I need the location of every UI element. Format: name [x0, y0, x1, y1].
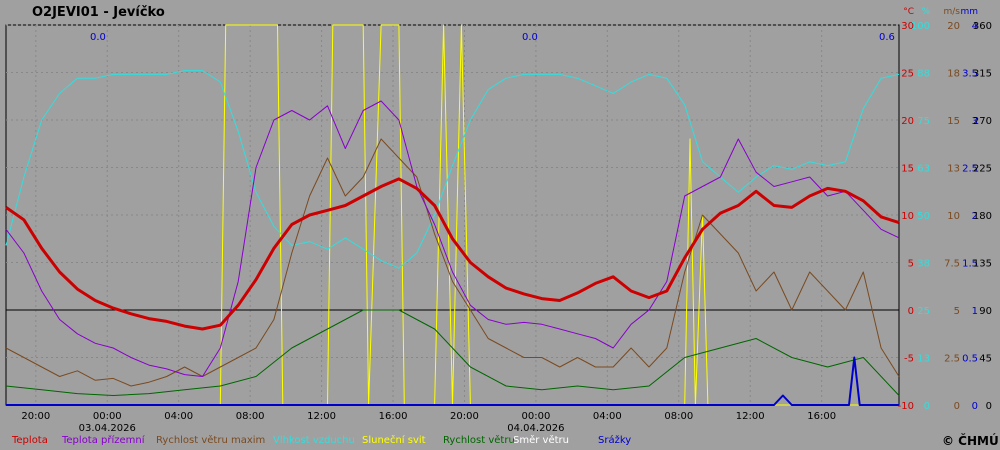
x-tick-label: 16:00 [807, 411, 836, 422]
axis-tick-label: 63 [917, 164, 930, 175]
axis-tick-label: 30 [901, 21, 914, 32]
x-tick-label: 08:00 [236, 411, 265, 422]
axis-tick-label: 225 [973, 164, 992, 175]
x-date-label: 04.04.2026 [507, 423, 564, 434]
series-line-rychlost-větru-maxim [5, 138, 900, 387]
axis-tick-label: 180 [973, 211, 992, 222]
axis-tick-label: 4 [972, 21, 978, 32]
axis-tick-label: 270 [973, 116, 992, 127]
axis-tick-label: 2.5 [944, 354, 960, 365]
precip-total-1: 0.0 [90, 32, 106, 43]
axis-tick-label: 0.5 [962, 354, 978, 365]
x-tick-label: 20:00 [450, 411, 479, 422]
axis-tick-label: 3 [972, 116, 978, 127]
x-tick-label: 12:00 [736, 411, 765, 422]
legend-entry: Teplota přízemní [61, 434, 146, 446]
legend-entry: Srážky [598, 434, 631, 446]
axis-tick-label: 50 [917, 211, 930, 222]
axis-tick-label: 15 [947, 116, 960, 127]
axis-tick-label: 75 [917, 116, 930, 127]
legend-entry: Teplota [11, 435, 48, 446]
axis-tick-label: 100 [911, 21, 930, 32]
series-line-vlhkost-vzduchu [5, 70, 900, 269]
axis-tick-label: 315 [973, 69, 992, 80]
series-line-rychlost-větru [5, 309, 900, 396]
legend-entry: Rychlost větru [443, 434, 515, 446]
axis-tick-label: 13 [947, 164, 960, 175]
x-tick-label: 12:00 [307, 411, 336, 422]
axis-unit: °C [903, 7, 914, 17]
chart-title: O2JEVI01 - Jevíčko [32, 5, 165, 20]
grid [6, 24, 899, 406]
axis-tick-label: 15 [901, 164, 914, 175]
axis-unit: % [921, 7, 930, 17]
axis-tick-label: 18 [947, 69, 960, 80]
x-axis: 20:00 00:00 04:00 08:00 12:00 16:00 20:00 00:00… [21, 411, 836, 434]
axis-tick-label: 10 [901, 211, 914, 222]
legend: Teplota Teplota přízemní Rychlost větru ma… [11, 434, 631, 446]
axis-tick-label: 90 [979, 306, 992, 317]
axis-tick-label: 10 [947, 211, 960, 222]
axis-tick-label: 45 [979, 354, 992, 365]
axis-tick-label: 88 [917, 69, 930, 80]
series-line-teplota [5, 177, 900, 331]
x-tick-label: 08:00 [664, 411, 693, 422]
axis-tick-label: 20 [901, 116, 914, 127]
axis-tick-label: 25 [917, 306, 930, 317]
x-tick-label: 20:00 [21, 411, 50, 422]
x-tick-label: 00:00 [93, 411, 122, 422]
x-date-label: 03.04.2026 [79, 423, 136, 434]
axis-tick-label: 0 [954, 401, 960, 412]
axis-tick-label: 20 [947, 21, 960, 32]
axis-unit: m/s [944, 7, 961, 17]
axis-tick-label: -10 [898, 401, 914, 412]
axis-tick-label: 38 [917, 259, 930, 270]
axis-unit: mm [960, 7, 978, 17]
legend-entry: Rychlost větru maxim [156, 434, 265, 446]
axis-tick-label: 1 [972, 306, 978, 317]
legend-entry: Směr větru [513, 434, 569, 446]
x-tick-label: 04:00 [593, 411, 622, 422]
axis-tick-label: 5 [908, 259, 914, 270]
legend-entry: Vlhkost vzduchu [273, 435, 355, 446]
x-tick-label: 16:00 [379, 411, 408, 422]
axis-tick-label: 2 [972, 211, 978, 222]
precip-total-2: 0.0 [522, 32, 538, 43]
axis-tick-label: 13 [917, 354, 930, 365]
axis-tick-label: 25 [901, 69, 914, 80]
series-line-srážky [6, 356, 899, 406]
x-tick-label: 00:00 [521, 411, 550, 422]
legend-entry: Sluneční svit [362, 434, 426, 446]
axis-tick-label: 0 [908, 306, 914, 317]
axis-tick-label: 1.5 [962, 259, 978, 270]
x-tick-label: 04:00 [164, 411, 193, 422]
precip-total-3: 0.6 [879, 32, 895, 43]
series-layer [5, 24, 900, 406]
axis-tick-label: 2.5 [962, 164, 978, 175]
right-axes: °C302520151050-5-10%100887563503825130m/… [898, 7, 992, 412]
axis-tick-label: 0 [986, 401, 992, 412]
axis-tick-label: 0 [972, 401, 978, 412]
axis-tick-label: 7.5 [944, 259, 960, 270]
axis-tick-label: 5 [954, 306, 960, 317]
axis-tick-label: 135 [973, 259, 992, 270]
series-line-teplota-přízemní [5, 100, 900, 377]
axis-tick-label: 3.5 [962, 69, 978, 80]
axis-tick-label: -5 [904, 354, 914, 365]
axis-tick-label: 0 [924, 401, 930, 412]
copyright: © ČHMÚ [942, 433, 999, 448]
axis-tick-label: 360 [973, 21, 992, 32]
